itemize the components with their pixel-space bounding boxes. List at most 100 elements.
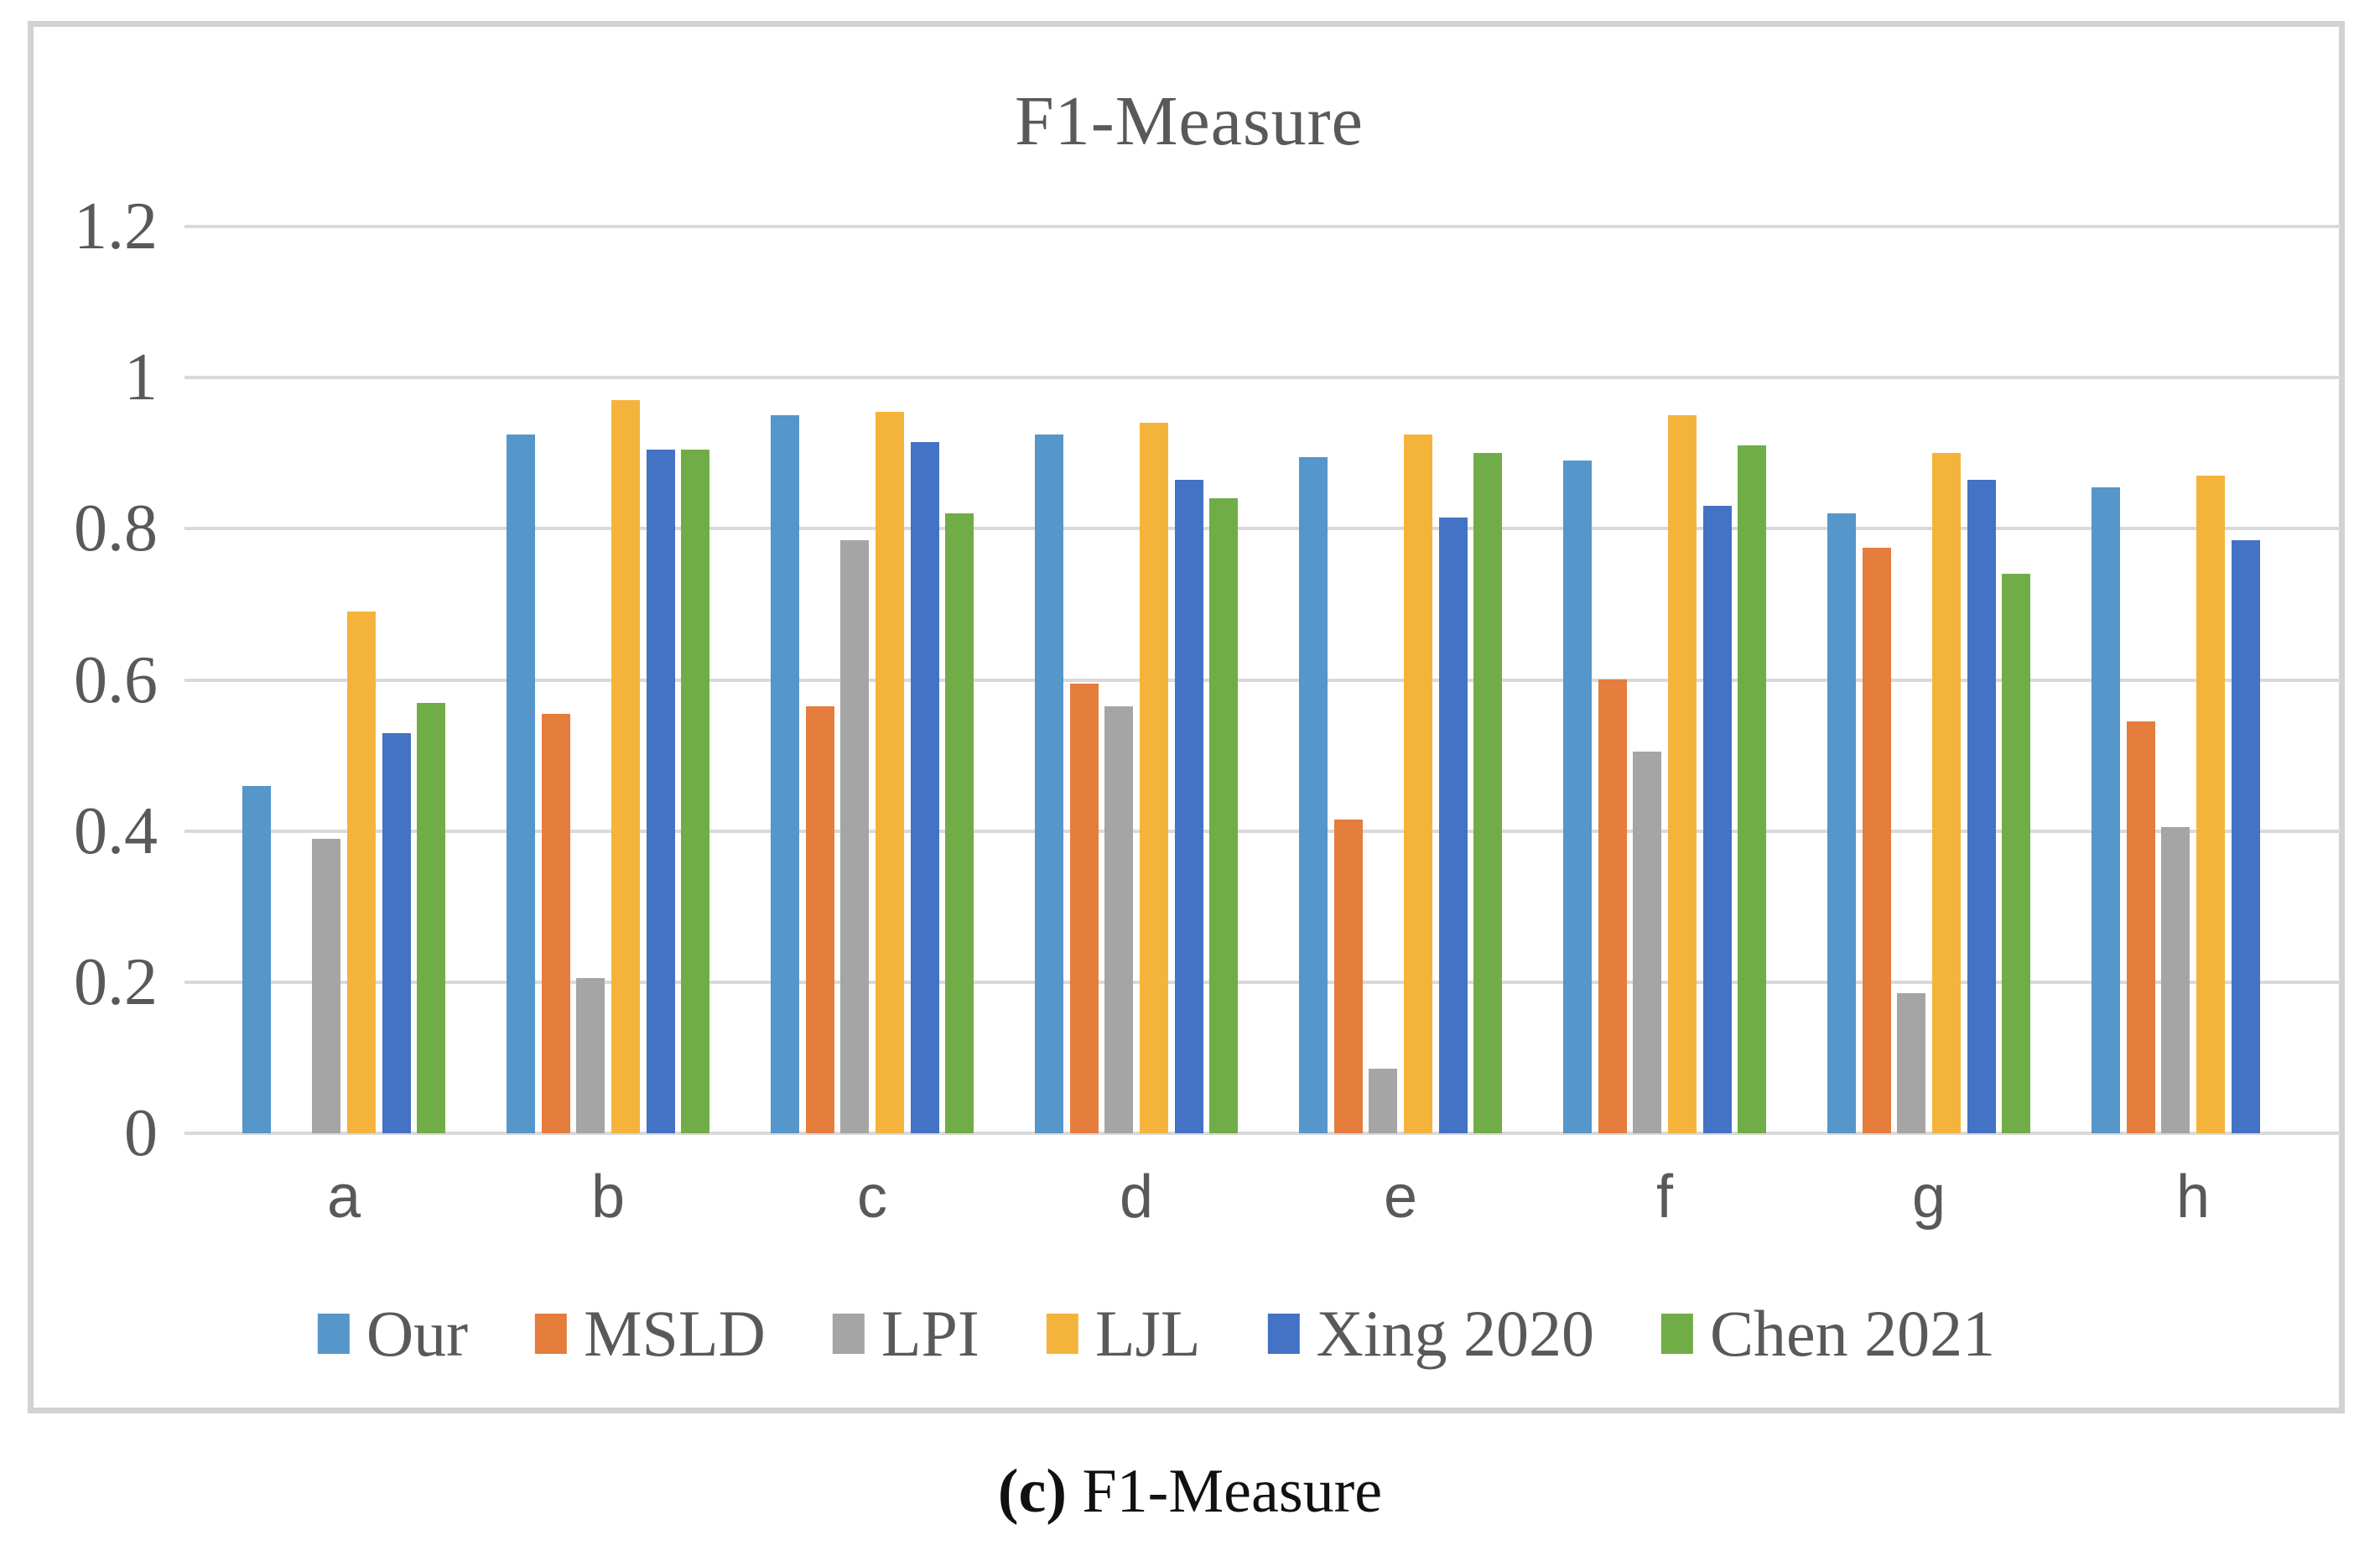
bar-xing-2020-e [1438,518,1468,1133]
bar-ljl-g [1931,453,1961,1133]
y-tick-label: 0.4 [74,794,158,868]
bar-lpi-b [576,978,605,1133]
bar-ljl-h [2196,476,2225,1133]
gridline [184,527,2341,530]
legend-label: LJL [1094,1297,1201,1370]
legend-swatch-icon [1661,1314,1694,1354]
bar-group-a [239,226,449,1133]
bar-xing-2020-g [1967,480,1996,1133]
plot-area [184,225,2341,1135]
gridline [184,981,2341,984]
y-tick-label: 0.6 [74,643,158,717]
bar-xing-2020-d [1174,480,1203,1133]
bar-our-h [2091,487,2120,1133]
bar-chen-2021-c [945,513,974,1133]
bar-group-d [1032,226,1241,1133]
caption-index: (c) [997,1457,1068,1526]
legend-label: Our [366,1297,469,1370]
y-tick-label: 1 [124,341,158,415]
bar-ljl-c [875,412,904,1133]
bar-chen-2021-f [1738,445,1767,1133]
bar-group-b [503,226,713,1133]
x-category-label-h: h [2175,1163,2211,1231]
legend-label: Xing 2020 [1316,1297,1595,1370]
legend-label: LPI [881,1297,980,1370]
gridline [184,830,2341,833]
bar-group-f [1560,226,1769,1133]
bar-lpi-e [1369,1069,1398,1133]
x-category-label-b: b [590,1163,626,1231]
legend-item-ljl: LJL [1046,1296,1201,1371]
bar-chen-2021-d [1209,498,1239,1133]
legend: Our MSLD LPI LJL Xing 2020 Chen 2021 [317,1296,1995,1371]
gridline [184,679,2341,682]
legend-item-lpi: LPI [832,1296,980,1371]
y-tick-label: 1.2 [74,190,158,263]
bar-lpi-c [840,540,870,1133]
gridline [184,376,2341,379]
bar-xing-2020-a [382,733,411,1133]
bar-ljl-e [1403,435,1432,1133]
bar-msld-b [541,714,570,1133]
legend-swatch-icon [1046,1314,1078,1354]
bar-our-c [770,415,799,1133]
bar-ljl-a [346,612,376,1133]
bar-xing-2020-b [646,450,675,1133]
bar-lpi-d [1104,706,1134,1133]
y-tick-label: 0.8 [74,492,158,566]
bar-group-g [1824,226,2034,1133]
bar-lpi-g [1897,993,1926,1133]
bar-group-e [1296,226,1505,1133]
legend-item-xing-2020: Xing 2020 [1267,1296,1595,1371]
bar-chen-2021-e [1473,453,1503,1133]
gridline [184,1132,2341,1135]
bar-chen-2021-g [2002,574,2031,1133]
legend-item-msld: MSLD [535,1296,766,1371]
legend-swatch-icon [535,1314,568,1354]
bar-group-c [767,226,977,1133]
bar-ljl-f [1667,415,1697,1133]
bar-msld-c [805,706,834,1133]
bar-xing-2020-f [1702,506,1732,1133]
caption-label: F1-Measure [1082,1457,1383,1526]
y-tick-label: 0.2 [74,945,158,1019]
x-category-label-d: d [1119,1163,1154,1231]
bar-lpi-a [312,839,341,1133]
x-category-label-a: a [326,1163,361,1231]
bar-msld-h [2126,721,2155,1133]
legend-item-chen-2021: Chen 2021 [1661,1296,1995,1371]
legend-label: MSLD [584,1297,766,1370]
bar-msld-g [1862,548,1891,1133]
bar-xing-2020-c [910,442,939,1133]
bar-our-f [1562,461,1592,1133]
bar-xing-2020-h [2231,540,2260,1133]
bar-our-e [1298,457,1328,1133]
bar-chen-2021-b [681,450,710,1133]
x-category-label-e: e [1383,1163,1418,1231]
bar-lpi-f [1633,752,1662,1133]
bar-lpi-h [2161,827,2190,1133]
bar-ljl-b [611,400,640,1133]
bar-our-d [1034,435,1063,1133]
x-category-label-f: f [1655,1163,1673,1231]
bar-group-h [2088,226,2298,1133]
bar-ljl-d [1139,423,1168,1133]
legend-swatch-icon [317,1314,350,1354]
x-category-label-c: c [857,1163,887,1231]
bar-msld-e [1333,820,1363,1133]
figure-caption: (c) F1-Measure [0,1456,2380,1528]
legend-label: Chen 2021 [1710,1297,1996,1370]
chart-title: F1-Measure [1015,82,1364,160]
bar-chen-2021-a [417,703,446,1133]
legend-swatch-icon [832,1314,865,1354]
bar-our-a [242,786,271,1133]
bar-msld-f [1598,679,1627,1133]
bar-msld-d [1069,684,1099,1133]
bar-our-g [1827,513,1856,1133]
y-tick-label: 0 [124,1096,158,1170]
gridline [184,225,2341,228]
bar-our-b [506,435,535,1133]
x-category-label-g: g [1911,1163,1946,1231]
legend-item-our: Our [317,1296,469,1371]
legend-swatch-icon [1267,1314,1300,1354]
